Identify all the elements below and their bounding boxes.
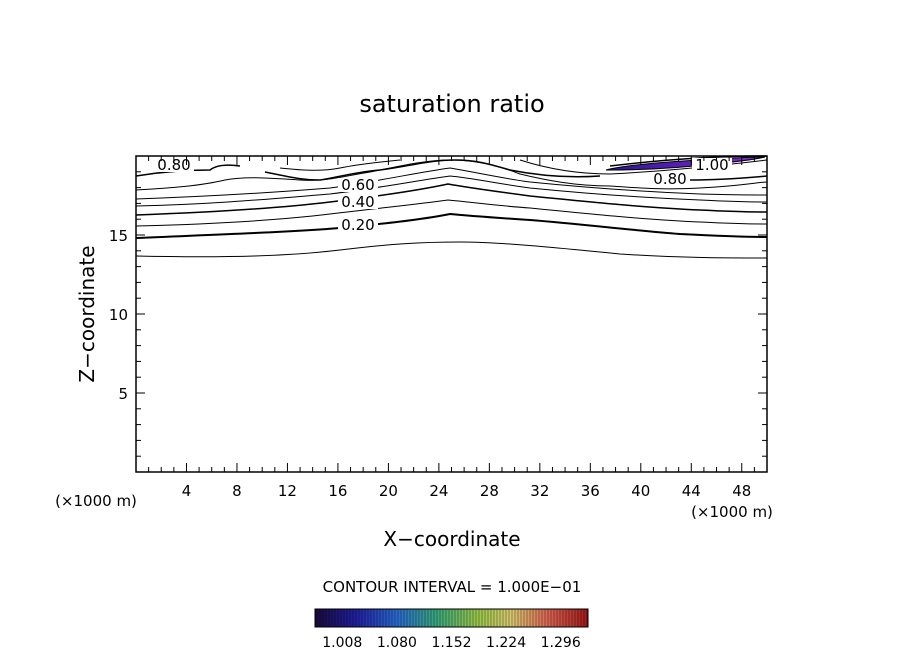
x-axis-label: X−coordinate <box>383 527 520 551</box>
y-tick-label: 10 <box>109 306 128 324</box>
x-tick-label: 12 <box>278 482 297 500</box>
x-tick-label: 28 <box>480 482 499 500</box>
contour-label: 0.80 <box>157 156 190 174</box>
contour-label: 1.00 <box>695 156 728 174</box>
colorbar-tick-label: 1.152 <box>431 635 471 651</box>
x-tick-label: 44 <box>682 482 701 500</box>
contour-label: 0.80 <box>653 170 686 188</box>
colorbar-tick-label: 1.224 <box>486 635 526 651</box>
contour-label-bg <box>338 178 378 192</box>
colorbar <box>314 608 589 628</box>
contour-line-0-4 <box>135 183 768 216</box>
contour-label-bg <box>692 158 732 172</box>
contour-line-0-3 <box>135 199 768 227</box>
y-axis-label: Z−coordinate <box>75 245 99 382</box>
colorbar-tick-label: 1.296 <box>541 635 581 651</box>
contour-line-0-6 <box>135 167 768 200</box>
contour-label: 0.60 <box>341 176 374 194</box>
contour-line-0-8 <box>135 159 768 181</box>
contour-line-0-2 <box>135 212 768 239</box>
contour-lines <box>135 155 768 259</box>
plot-frame <box>135 155 768 473</box>
contour-line-0-1 <box>135 241 768 259</box>
x-tick-label: 32 <box>530 482 549 500</box>
x-unit-left: (×1000 m) <box>55 492 137 510</box>
contour-label: 0.40 <box>341 193 374 211</box>
x-tick-label: 16 <box>328 482 347 500</box>
contour-labels: 0.80 0.600.40 0.20 0.80 1.00 <box>154 156 732 234</box>
colorbar-tick-label: 1.080 <box>377 635 417 651</box>
contour-interval-text: CONTOUR INTERVAL = 1.000E−01 <box>323 578 582 596</box>
x-tick-label: 48 <box>732 482 751 500</box>
colorbar-stripes <box>316 609 588 627</box>
colorbar-fill <box>315 609 588 627</box>
contour-line-0-5 <box>135 175 768 207</box>
colorbar-tick-label: 1.008 <box>322 635 362 651</box>
contour-label-bg <box>154 158 194 172</box>
x-tick-label: 36 <box>581 482 600 500</box>
y-axis-ticks: 5 10 15 <box>109 171 767 457</box>
contour-label-bg <box>650 172 690 186</box>
y-tick-label: 5 <box>118 385 128 403</box>
x-tick-label: 20 <box>379 482 398 500</box>
contour-label-bg <box>338 218 378 232</box>
x-tick-label: 8 <box>232 482 242 500</box>
chart-title: saturation ratio <box>359 90 544 118</box>
x-tick-label: 24 <box>429 482 448 500</box>
contour-label: 0.20 <box>341 216 374 234</box>
x-tick-label: 4 <box>182 482 192 500</box>
x-axis-ticks: 4 8 12 16 20 24 28 32 36 40 44 48 <box>148 156 755 500</box>
colorbar-frame <box>314 608 589 628</box>
contour-label-bg <box>338 195 378 209</box>
colorbar-tick-labels: 1.008 1.080 1.152 1.224 1.296 <box>322 635 581 651</box>
x-tick-label: 40 <box>631 482 650 500</box>
y-tick-label: 15 <box>109 227 128 245</box>
x-unit-right: (×1000 m) <box>691 503 773 521</box>
